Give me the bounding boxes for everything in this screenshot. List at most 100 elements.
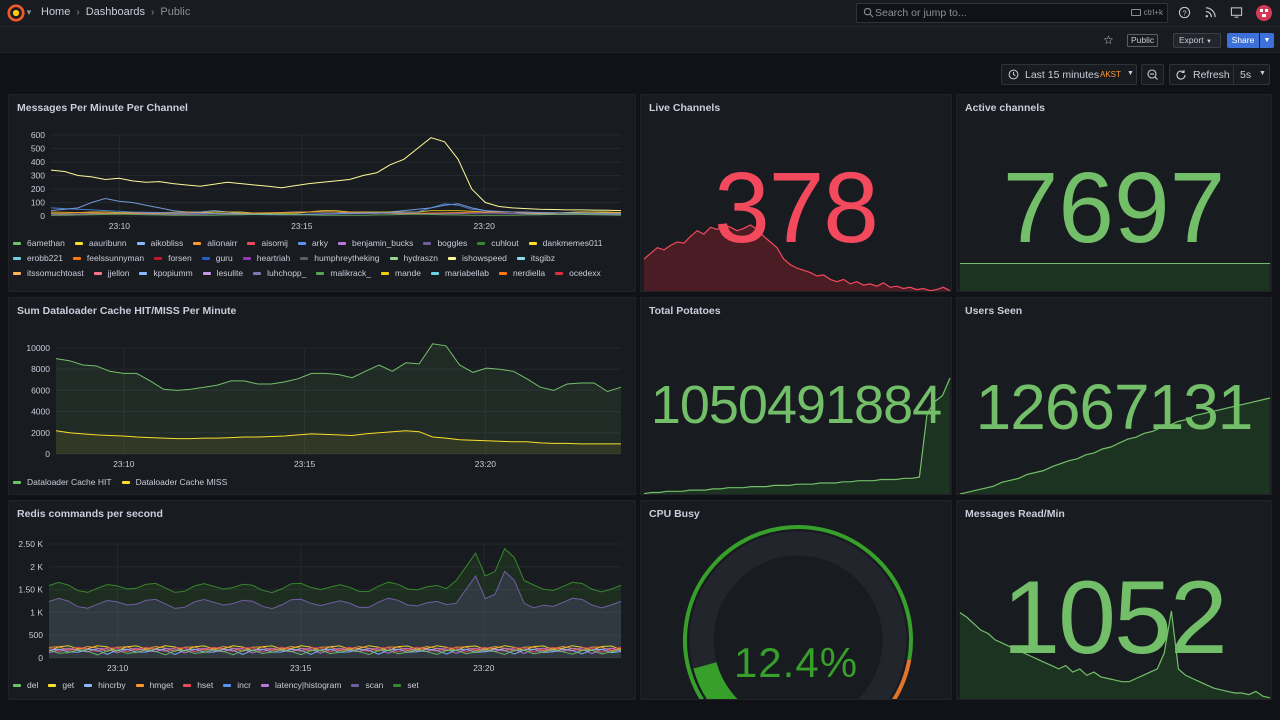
legend-label: latency|histogram bbox=[274, 680, 342, 690]
legend-label: alionairr bbox=[207, 238, 238, 248]
refresh-picker[interactable]: Refresh 5s ▼ bbox=[1169, 64, 1270, 85]
legend-item[interactable]: jjellon bbox=[93, 267, 129, 279]
legend-label: heartriah bbox=[256, 253, 291, 263]
legend-item[interactable]: kpopiumm bbox=[139, 267, 193, 279]
legend-item[interactable]: cuhlout bbox=[477, 237, 519, 249]
legend-item[interactable]: mariabellab bbox=[431, 267, 489, 279]
user-avatar[interactable] bbox=[1256, 5, 1272, 21]
y-tick-label: 0 bbox=[45, 449, 50, 459]
legend-label: scan bbox=[365, 680, 384, 690]
chevron-right-icon: › bbox=[76, 6, 80, 18]
legend-item[interactable]: hset bbox=[183, 679, 213, 691]
panel-live-channels[interactable]: Live Channels 378 bbox=[640, 94, 952, 292]
legend-label: humphreytheking bbox=[314, 253, 380, 263]
help-icon[interactable]: ? bbox=[1178, 6, 1191, 19]
legend-item[interactable]: itsgibz bbox=[516, 252, 555, 264]
share-button[interactable]: Share bbox=[1227, 33, 1259, 48]
legend-item[interactable]: malikrack_ bbox=[316, 267, 371, 279]
search-shortcut: ctrl+k bbox=[1143, 8, 1163, 17]
legend-swatch bbox=[528, 241, 537, 245]
legend-item[interactable]: itssomuchtoast bbox=[13, 267, 84, 279]
chevron-down-icon[interactable]: ▼ bbox=[25, 8, 33, 17]
legend-item[interactable]: set bbox=[393, 679, 419, 691]
panel-users-seen[interactable]: Users Seen 12667131 bbox=[956, 297, 1272, 495]
legend-item[interactable]: aisomij bbox=[247, 237, 288, 249]
legend-item[interactable]: luhchopp_ bbox=[253, 267, 306, 279]
legend-item[interactable]: nerdiella bbox=[498, 267, 545, 279]
redis-chart[interactable]: 0 500 1 K 1.50 K 2 K 2.50 K 23:10 23:15 23:20 bbox=[9, 529, 636, 681]
legend-item[interactable]: hincrby bbox=[84, 679, 126, 691]
legend-label: guru bbox=[215, 253, 233, 263]
legend-item[interactable]: boggles bbox=[423, 237, 467, 249]
svg-text:?: ? bbox=[1182, 8, 1186, 17]
export-button[interactable]: Export ▼ bbox=[1173, 33, 1221, 48]
legend-item[interactable]: aikobliss bbox=[136, 237, 183, 249]
share-dropdown-button[interactable]: ▼ bbox=[1260, 33, 1274, 48]
panel-messages-read[interactable]: Messages Read/Min 1052 bbox=[956, 500, 1272, 700]
y-tick-label: 200 bbox=[31, 184, 45, 194]
legend-label: aauribunn bbox=[88, 238, 127, 248]
legend-item[interactable]: del bbox=[13, 679, 38, 691]
legend-item[interactable]: ishowspeed bbox=[448, 252, 507, 264]
legend-swatch bbox=[74, 241, 83, 245]
legend-item[interactable]: alionairr bbox=[193, 237, 237, 249]
legend-item[interactable]: latency|histogram bbox=[260, 679, 342, 691]
messages-chart[interactable]: 0 100 200 300 400 500 600 23:10 23:15 23:20 bbox=[9, 123, 636, 258]
legend-item[interactable]: incr bbox=[223, 679, 251, 691]
refresh-interval[interactable]: 5s bbox=[1240, 69, 1252, 81]
star-icon[interactable]: ☆ bbox=[1103, 33, 1114, 47]
legend-item[interactable]: 6amethan bbox=[13, 237, 65, 249]
legend-swatch bbox=[154, 256, 163, 260]
legend-item[interactable]: guru bbox=[201, 252, 233, 264]
panel-redis-commands[interactable]: Redis commands per second 0 500 1 K 1.50 K 2… bbox=[8, 500, 636, 700]
legend-item[interactable]: get bbox=[48, 679, 74, 691]
legend-item[interactable]: humphreytheking bbox=[300, 252, 380, 264]
legend-item[interactable]: lesulite bbox=[202, 267, 243, 279]
legend-label: hydraszn bbox=[403, 253, 439, 263]
legend-item[interactable]: ocedexx bbox=[555, 267, 601, 279]
legend-swatch bbox=[193, 241, 202, 245]
panel-active-channels[interactable]: Active channels 7697 bbox=[956, 94, 1272, 292]
legend-item[interactable]: Dataloader Cache MISS bbox=[121, 476, 227, 488]
panel-total-potatoes[interactable]: Total Potatoes 1050491884 bbox=[640, 297, 952, 495]
y-tick-label: 1 K bbox=[30, 607, 43, 617]
y-tick-label: 2.50 K bbox=[18, 539, 43, 549]
rss-icon[interactable] bbox=[1204, 6, 1217, 19]
tv-icon[interactable] bbox=[1230, 6, 1243, 19]
sparkline-line bbox=[959, 397, 1271, 494]
breadcrumb-dashboards[interactable]: Dashboards bbox=[85, 6, 146, 18]
legend-item[interactable]: aauribunn bbox=[74, 237, 127, 249]
grafana-logo-icon[interactable] bbox=[7, 4, 25, 22]
legend-swatch bbox=[316, 271, 325, 275]
legend-item[interactable]: benjamin_bucks bbox=[338, 237, 413, 249]
refresh-icon bbox=[1176, 70, 1186, 80]
dataloader-chart[interactable]: 0 2000 4000 6000 8000 10000 23:10 23:15 23:20 bbox=[9, 326, 636, 476]
panel-cpu-busy[interactable]: CPU Busy 12.4% bbox=[640, 500, 952, 700]
breadcrumb-home[interactable]: Home bbox=[41, 6, 71, 18]
search-input[interactable]: Search or jump to... ctrl+k bbox=[856, 3, 1168, 23]
time-range-picker[interactable]: Last 15 minutes AKST ▼ bbox=[1001, 64, 1137, 85]
refresh-button[interactable]: Refresh bbox=[1193, 69, 1230, 81]
legend-item[interactable]: dankmemes011 bbox=[528, 237, 603, 249]
legend-item[interactable]: heartriah bbox=[242, 252, 291, 264]
zoom-out-button[interactable] bbox=[1141, 64, 1164, 85]
panel-dataloader-cache[interactable]: Sum Dataloader Cache HIT/MISS Per Minute… bbox=[8, 297, 636, 495]
legend-swatch bbox=[381, 271, 389, 275]
legend-label: benjamin_bucks bbox=[352, 238, 414, 248]
legend-label: forsen bbox=[168, 253, 192, 263]
panel-messages-per-minute[interactable]: Messages Per Minute Per Channel 0 100 200 3… bbox=[8, 94, 636, 292]
legend-item[interactable]: feelssunnyman bbox=[72, 252, 144, 264]
legend-item[interactable]: scan bbox=[351, 679, 383, 691]
legend-item[interactable]: forsen bbox=[154, 252, 192, 264]
legend-item[interactable]: hydraszn bbox=[389, 252, 439, 264]
legend-item[interactable]: arky bbox=[297, 237, 328, 249]
sparkline-area bbox=[960, 611, 1270, 699]
legend-item[interactable]: Dataloader Cache HIT bbox=[13, 476, 112, 488]
legend-label: get bbox=[62, 680, 75, 690]
legend-item[interactable]: erobb221 bbox=[13, 252, 63, 264]
x-tick-label: 23:20 bbox=[474, 221, 496, 231]
legend-item[interactable]: mande bbox=[381, 267, 421, 279]
legend-label: set bbox=[407, 680, 419, 690]
legend-item[interactable]: hmget bbox=[135, 679, 173, 691]
legend-label: dankmemes011 bbox=[542, 238, 603, 248]
